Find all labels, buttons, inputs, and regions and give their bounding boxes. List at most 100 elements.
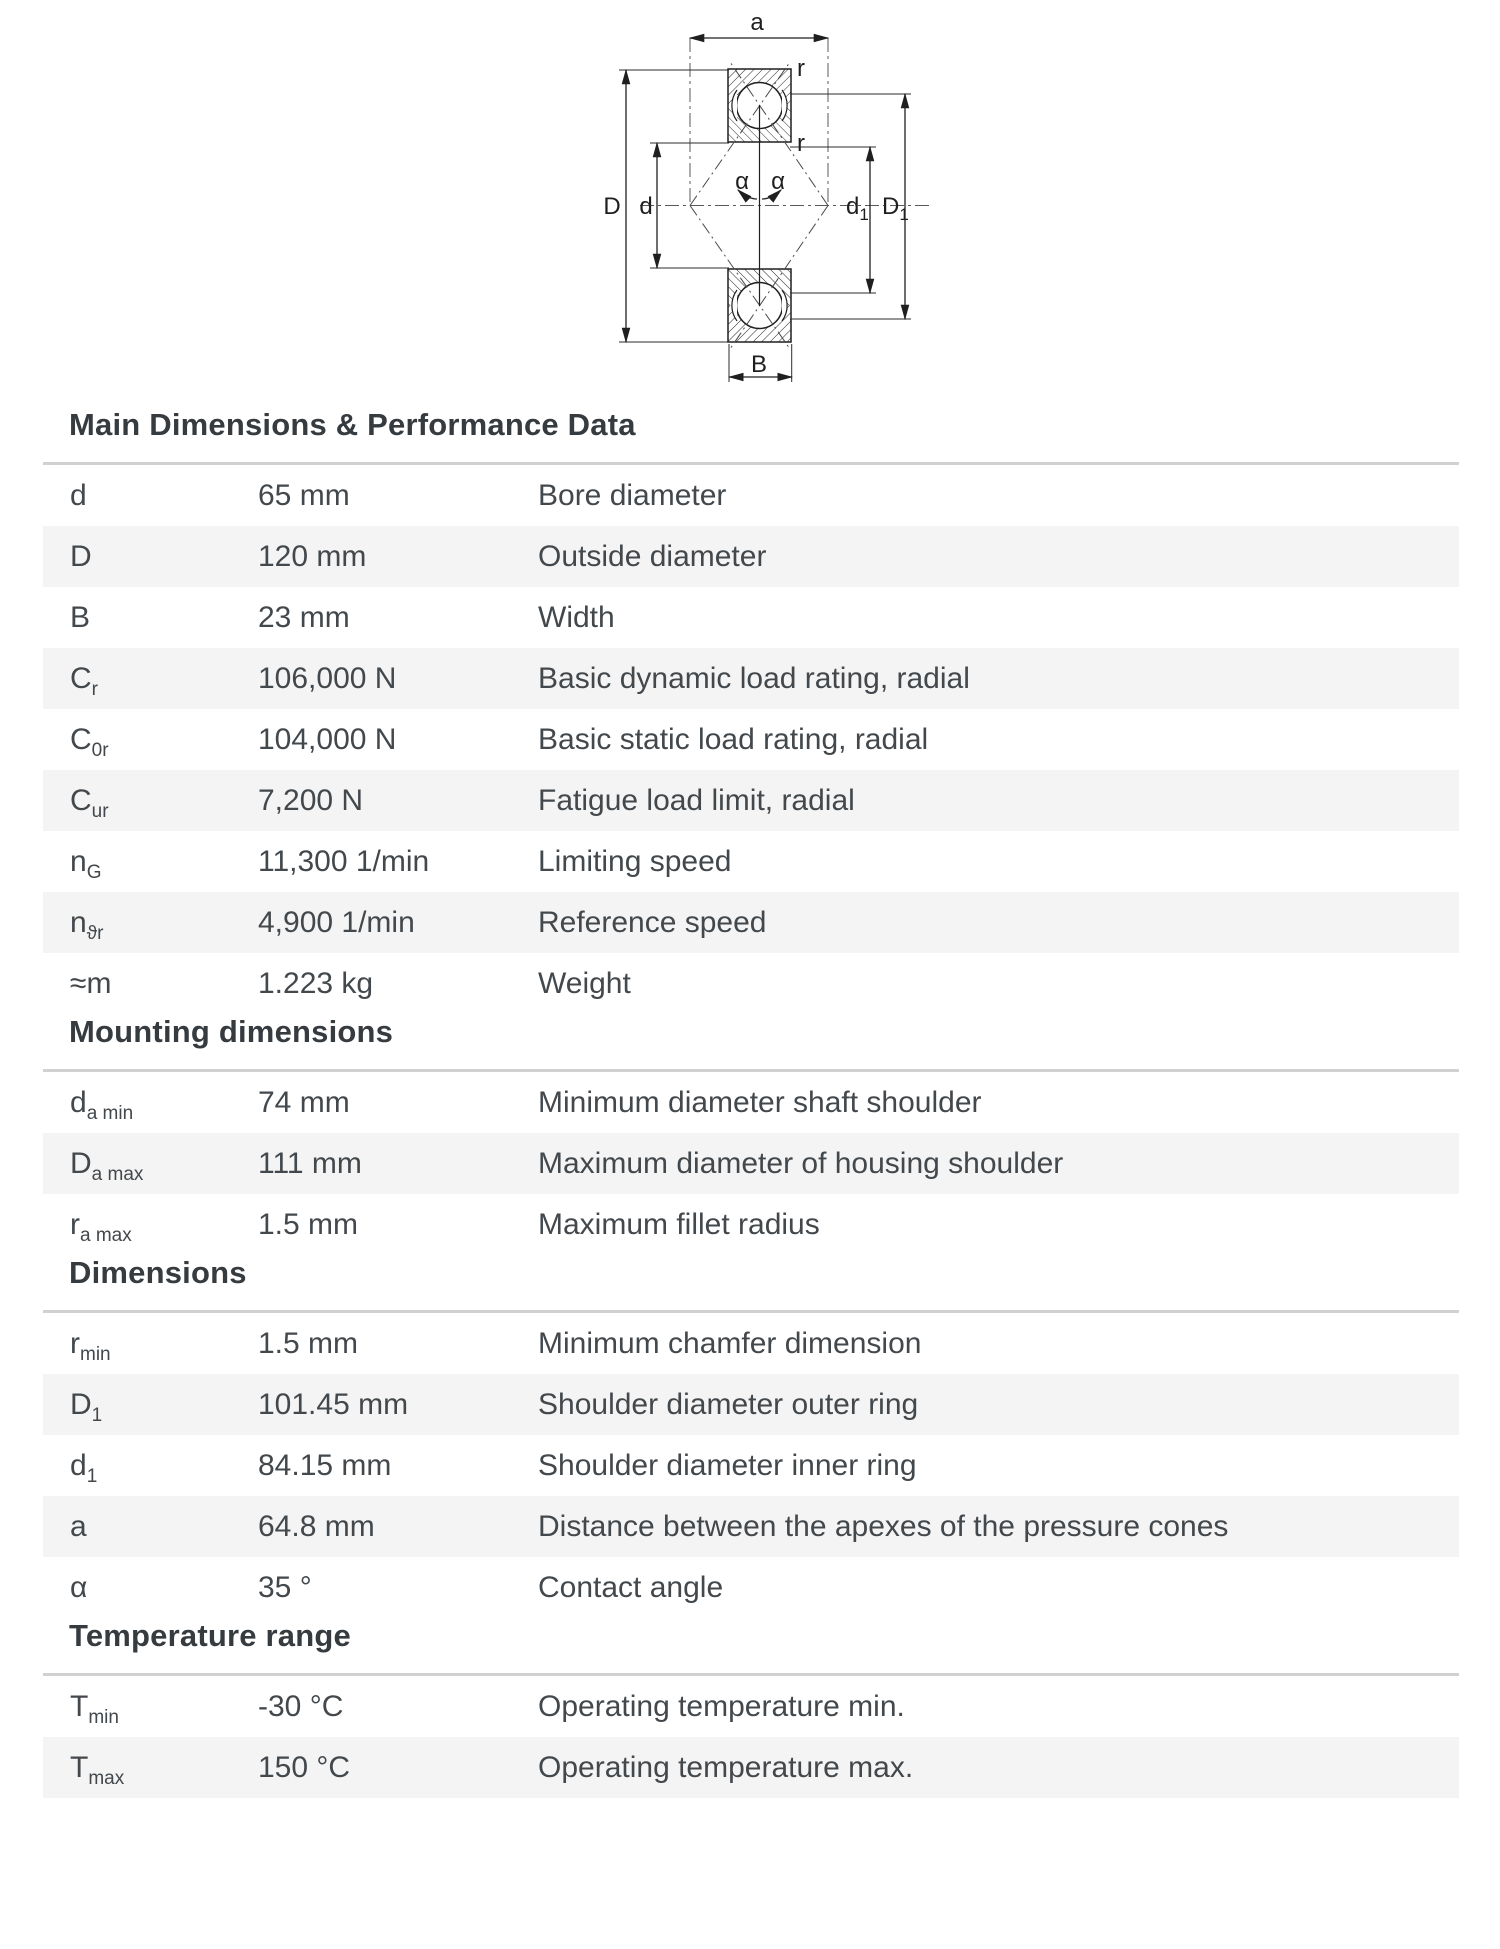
value-cell: 101.45 mm (258, 1387, 409, 1421)
value-cell: -30 °C (258, 1689, 344, 1723)
value-cell: 11,300 1/min (258, 844, 430, 878)
extension-lines (619, 69, 911, 382)
description-cell: Maximum fillet radius (538, 1207, 820, 1241)
value-cell: 106,000 N (258, 661, 397, 695)
value-cell: 120 mm (258, 539, 367, 573)
dimension-lines (621, 33, 910, 382)
symbol-cell: nG (70, 844, 102, 883)
section-title: Dimensions (69, 1255, 247, 1290)
description-cell: Reference speed (538, 905, 767, 939)
symbol-cell: B (70, 600, 91, 634)
description-cell: Shoulder diameter outer ring (538, 1387, 919, 1421)
label-r-top: r (797, 55, 805, 82)
description-cell: Basic dynamic load rating, radial (538, 661, 970, 695)
spec-row: a 64.8 mm Distance between the apexes of t… (43, 1496, 1459, 1557)
label-r-bottom: r (797, 130, 805, 157)
spec-row: nϑr 4,900 1/min Reference speed (43, 892, 1459, 953)
description-cell: Minimum diameter shaft shoulder (538, 1085, 982, 1119)
section-title: Main Dimensions & Performance Data (69, 407, 636, 442)
section-dimensions: Dimensions rmin 1.5 mm Minimum chamfer dim… (43, 1255, 1459, 1618)
symbol-cell: ra max (70, 1207, 132, 1246)
spec-row: Cr 106,000 N Basic dynamic load rating, ra… (43, 648, 1459, 709)
description-cell: Minimum chamfer dimension (538, 1326, 922, 1360)
symbol-cell: D (70, 539, 92, 573)
section-main-dimensions: Main Dimensions & Performance Data d 65 m… (43, 407, 1459, 1014)
label-alpha-left: α (735, 168, 749, 195)
spec-row: Da max 111 mm Maximum diameter of housing … (43, 1133, 1459, 1194)
symbol-cell: Cr (70, 661, 98, 700)
spec-row: nG 11,300 1/min Limiting speed (43, 831, 1459, 892)
description-cell: Bore diameter (538, 478, 727, 512)
spec-row: rmin 1.5 mm Minimum chamfer dimension (43, 1313, 1459, 1374)
section-title: Mounting dimensions (69, 1014, 394, 1049)
drawing-labels: a D d r r α α d1 D1 B (603, 9, 908, 378)
spec-row: α 35 ° Contact angle (43, 1557, 1459, 1618)
spec-table: Tmin -30 °C Operating temperature min. Tmax… (43, 1673, 1459, 1798)
label-D: D (603, 193, 620, 220)
section-title: Temperature range (69, 1618, 351, 1653)
value-cell: 1.5 mm (258, 1326, 359, 1360)
spec-row: d1 84.15 mm Shoulder diameter inner ring (43, 1435, 1459, 1496)
value-cell: 23 mm (258, 600, 350, 634)
symbol-cell: Tmin (70, 1689, 119, 1728)
value-cell: 84.15 mm (258, 1448, 392, 1482)
value-cell: 65 mm (258, 478, 350, 512)
section-temperature-range: Temperature range Tmin -30 °C Operating te… (43, 1618, 1459, 1798)
description-cell: Distance between the apexes of the press… (538, 1509, 1229, 1543)
spec-row: da min 74 mm Minimum diameter shaft should… (43, 1072, 1459, 1133)
spec-row: Tmin -30 °C Operating temperature min. (43, 1676, 1459, 1737)
symbol-cell: D1 (70, 1387, 103, 1426)
spec-row: B 23 mm Width (43, 587, 1459, 648)
symbol-cell: d1 (70, 1448, 98, 1487)
symbol-cell: da min (70, 1085, 134, 1124)
symbol-cell: d (70, 478, 87, 512)
spec-row: ra max 1.5 mm Maximum fillet radius (43, 1194, 1459, 1255)
symbol-cell: rmin (70, 1326, 111, 1365)
value-cell: 74 mm (258, 1085, 350, 1119)
description-cell: Weight (538, 966, 631, 1000)
symbol-cell: Cur (70, 783, 109, 822)
value-cell: 4,900 1/min (258, 905, 415, 939)
symbol-cell: Tmax (70, 1750, 125, 1789)
value-cell: 150 °C (258, 1750, 351, 1784)
label-D1: D1 (882, 193, 909, 224)
bearing-drawing-svg: a D d r r α α d1 D1 B (603, 9, 930, 382)
label-d1: d1 (846, 193, 869, 224)
value-cell: 64.8 mm (258, 1509, 375, 1543)
symbol-cell: a (70, 1509, 87, 1543)
value-cell: 111 mm (258, 1146, 362, 1180)
bearing-cross-section-drawing: a D d r r α α d1 D1 B (0, 0, 1500, 407)
description-cell: Limiting speed (538, 844, 732, 878)
spec-row: D1 101.45 mm Shoulder diameter outer ring (43, 1374, 1459, 1435)
spec-row: Cur 7,200 N Fatigue load limit, radial (43, 770, 1459, 831)
description-cell: Operating temperature max. (538, 1750, 914, 1784)
value-cell: 1.5 mm (258, 1207, 359, 1241)
description-cell: Outside diameter (538, 539, 767, 573)
spec-row: D 120 mm Outside diameter (43, 526, 1459, 587)
section-mounting-dimensions: Mounting dimensions da min 74 mm Minimum d… (43, 1014, 1459, 1255)
label-a: a (750, 9, 764, 36)
symbol-cell: C0r (70, 722, 109, 761)
description-cell: Basic static load rating, radial (538, 722, 929, 756)
spec-table: da min 74 mm Minimum diameter shaft should… (43, 1069, 1459, 1255)
description-cell: Shoulder diameter inner ring (538, 1448, 917, 1482)
description-cell: Width (538, 600, 615, 634)
symbol-cell: nϑr (70, 905, 104, 944)
description-cell: Maximum diameter of housing shoulder (538, 1146, 1064, 1180)
contact-angle-arcs (737, 189, 782, 203)
label-B: B (751, 351, 767, 378)
spec-row: Tmax 150 °C Operating temperature max. (43, 1737, 1459, 1798)
spec-row: d 65 mm Bore diameter (43, 465, 1459, 526)
value-cell: 1.223 kg (258, 966, 374, 1000)
symbol-cell: Da max (70, 1146, 144, 1185)
symbol-cell: α (70, 1570, 88, 1604)
description-cell: Contact angle (538, 1570, 724, 1604)
label-alpha-right: α (771, 168, 785, 195)
symbol-cell: ≈m (70, 966, 112, 1000)
spec-table: d 65 mm Bore diameter D 120 mm Outside diamet… (43, 462, 1459, 1014)
pressure-cone-lines (689, 61, 829, 350)
value-cell: 104,000 N (258, 722, 397, 756)
label-d: d (639, 193, 652, 220)
construction-lines (640, 38, 930, 206)
description-cell: Operating temperature min. (538, 1689, 905, 1723)
